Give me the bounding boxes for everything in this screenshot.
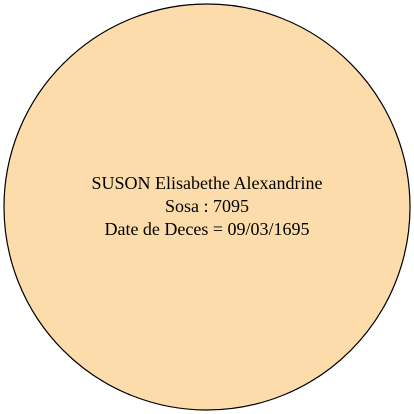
person-name: SUSON Elisabethe Alexandrine xyxy=(91,173,323,193)
person-node-circle xyxy=(3,3,411,411)
person-node-label: SUSON Elisabethe Alexandrine Sosa : 7095… xyxy=(0,172,414,241)
person-death-date: Date de Deces = 09/03/1695 xyxy=(104,219,310,239)
person-sosa: Sosa : 7095 xyxy=(164,196,249,216)
